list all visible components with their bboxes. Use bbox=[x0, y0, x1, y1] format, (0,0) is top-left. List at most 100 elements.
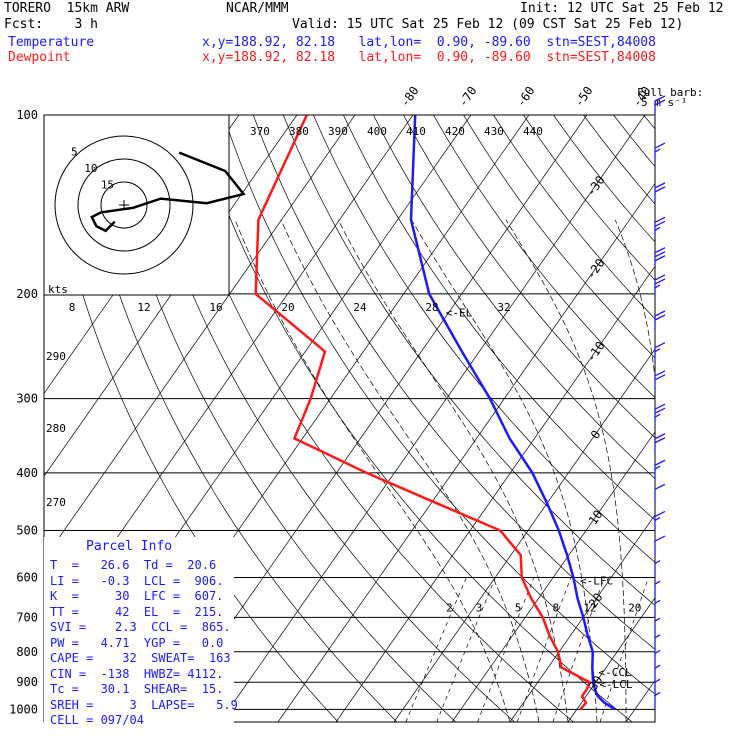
isotherm-label-10: 10 bbox=[586, 507, 606, 527]
dry-adiabat bbox=[162, 115, 574, 722]
wind-barb-half bbox=[654, 348, 661, 353]
isotherm-label--20: -20 bbox=[584, 256, 608, 282]
mixing-ratio-line bbox=[436, 577, 496, 722]
dry-adiabat bbox=[493, 115, 655, 320]
wind-barb-half bbox=[654, 599, 661, 604]
wind-barb-half bbox=[654, 148, 661, 153]
moist-adiabat bbox=[234, 219, 511, 722]
dry-adiabat bbox=[674, 115, 740, 722]
wind-barb-full bbox=[654, 95, 666, 102]
parcel-info-box: Parcel Info T = 26.6 Td = 20.6 LI = -0.3 … bbox=[44, 537, 238, 737]
theta-label-400: 400 bbox=[367, 125, 387, 138]
moist-adiabat bbox=[505, 219, 627, 722]
wind-barb-full bbox=[654, 220, 666, 227]
wind-barb-full bbox=[654, 182, 666, 189]
wind-barb-full bbox=[654, 314, 666, 321]
speed-tick-16: 16 bbox=[209, 301, 222, 314]
parcel-info-row: CIN = -138 HWBZ= 4112. bbox=[50, 666, 224, 681]
speed-tick-20: 20 bbox=[281, 301, 294, 314]
init-time: Init: 12 UTC Sat 25 Feb 12 bbox=[520, 1, 724, 16]
mixing-ratio-label-12: 12 bbox=[583, 601, 596, 614]
wind-barb-full bbox=[654, 142, 666, 149]
dry-adiabat bbox=[192, 115, 633, 722]
dry-adiabat bbox=[132, 115, 515, 722]
speed-tick-28: 28 bbox=[425, 301, 438, 314]
hodograph-units: kts bbox=[48, 283, 68, 296]
speed-tick-8: 8 bbox=[69, 301, 76, 314]
parcel-info-title: Parcel Info bbox=[86, 539, 173, 554]
isotherm-label--70: -70 bbox=[456, 84, 480, 110]
full-barb-units: 5 m s⁻¹ bbox=[641, 96, 688, 109]
wind-barb-full bbox=[654, 370, 666, 377]
theta-label-410: 410 bbox=[406, 125, 426, 138]
mixing-ratio-label-8: 8 bbox=[553, 601, 560, 614]
isotherm bbox=[567, 597, 655, 722]
hodograph-ring-label-5: 5 bbox=[71, 145, 78, 158]
theta-label-430: 430 bbox=[484, 125, 504, 138]
wind-barb-half bbox=[654, 691, 661, 696]
wind-barb-full bbox=[654, 459, 666, 466]
temperature-profile bbox=[409, 115, 616, 711]
parcel-info-row: SVI = 2.3 CCL = 865. bbox=[50, 620, 231, 634]
dry-adiabat bbox=[403, 115, 655, 439]
wind-barb-half bbox=[654, 678, 661, 683]
theta-label-380: 380 bbox=[289, 125, 309, 138]
isotherm-label--10: -10 bbox=[584, 339, 608, 365]
dry-adiabat bbox=[463, 115, 655, 359]
isotherm-label--60: -60 bbox=[514, 84, 538, 110]
isotherm-label--30: -30 bbox=[584, 173, 608, 199]
wind-barb-full bbox=[654, 99, 666, 106]
dry-adiabat bbox=[704, 115, 740, 722]
pressure-label-200: 200 bbox=[16, 287, 38, 301]
wind-barb-full bbox=[654, 255, 666, 262]
theta-label-420: 420 bbox=[445, 125, 465, 138]
wind-barb-half bbox=[654, 516, 661, 522]
isotherm bbox=[509, 514, 655, 722]
parcel-info-row: TT = 42 EL = 215. bbox=[50, 604, 224, 619]
isotherm bbox=[684, 115, 740, 722]
wind-barb-half bbox=[654, 413, 661, 418]
dry-adiabat bbox=[282, 115, 655, 606]
hodograph-ring-label-15: 15 bbox=[101, 178, 114, 191]
hodograph-ring-3 bbox=[54, 135, 194, 275]
mixing-ratio-line bbox=[552, 577, 605, 722]
mixing-ratio-line bbox=[405, 577, 467, 722]
pressure-label-500: 500 bbox=[16, 523, 38, 537]
wind-barb-full bbox=[654, 433, 666, 440]
pressure-label-900: 900 bbox=[16, 675, 38, 689]
hodograph-ring-label-10: 10 bbox=[84, 162, 97, 175]
hodograph-box bbox=[43, 114, 230, 296]
temperature-legend: Temperature bbox=[8, 35, 95, 50]
isotherm bbox=[219, 115, 646, 722]
speed-tick-12: 12 bbox=[137, 301, 150, 314]
dry-adiabat bbox=[72, 115, 398, 722]
dry-adiabat bbox=[102, 115, 456, 722]
wind-barb-full bbox=[654, 274, 666, 281]
parcel-info-row: CELL = 097/04 bbox=[50, 713, 144, 727]
dry-adiabat bbox=[643, 115, 655, 130]
isotherm bbox=[625, 679, 655, 722]
full-barb-label: Full barb: bbox=[637, 86, 704, 99]
moist-adiabat bbox=[280, 219, 540, 722]
parcel-info-row: SREH = 3 LAPSE= 5.9 bbox=[50, 697, 238, 712]
theta-label-390: 390 bbox=[328, 125, 348, 138]
parcel-info-row: CAPE = 32 SWEAT= 163 bbox=[50, 651, 231, 665]
isotherm bbox=[393, 348, 655, 722]
level-label: <-LFC bbox=[580, 575, 613, 588]
pressure-label-700: 700 bbox=[16, 610, 38, 624]
center-title: NCAR/MMM bbox=[226, 1, 289, 16]
wind-barb-full bbox=[654, 186, 666, 193]
dry-adiabat bbox=[252, 115, 655, 650]
wind-barb-half bbox=[654, 226, 661, 231]
dry-adiabat bbox=[343, 115, 655, 521]
mixing-ratio-label-3: 3 bbox=[476, 601, 483, 614]
isotherm-label-0: 0 bbox=[588, 428, 604, 442]
isotherm-label--50: -50 bbox=[572, 84, 596, 110]
level-label: <-CCL bbox=[598, 666, 631, 679]
wind-barb-full bbox=[654, 535, 666, 542]
wind-barb-full bbox=[654, 403, 666, 410]
parcel-info-row: K = 30 LFC = 607. bbox=[50, 589, 224, 603]
dewpoint-legend: Dewpoint bbox=[8, 50, 71, 65]
wind-barb-full bbox=[654, 407, 666, 414]
